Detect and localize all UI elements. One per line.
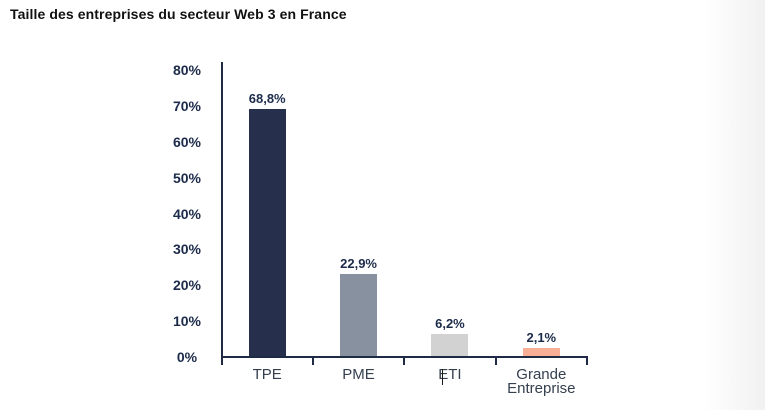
bar-value-label-tpe: 68,8% (248, 91, 286, 107)
y-tick-label-70: 70% (172, 97, 202, 114)
x-axis-label-tpe[interactable]: TPE (252, 366, 282, 383)
y-tick-label-60: 60% (172, 133, 202, 150)
bar-tpe[interactable] (248, 109, 286, 356)
bar-value-label-eti: 6,2% (435, 315, 465, 331)
y-tick-label-10: 10% (172, 313, 202, 330)
y-tick-label-20: 20% (172, 277, 202, 294)
bar-value-label-pme: 22,9% (340, 255, 377, 271)
text-cursor (441, 369, 443, 385)
chart-title: Taille des entreprises du secteur Web 3 … (10, 6, 347, 22)
bar-eti[interactable] (431, 333, 469, 356)
y-tick-label-0: 0% (176, 349, 198, 365)
y-tick-label-50: 50% (172, 169, 202, 186)
x-axis-line (220, 356, 588, 358)
bar-pme[interactable] (340, 273, 378, 356)
y-tick-label-80: 80% (172, 62, 202, 78)
x-axis-tick (586, 358, 588, 365)
x-axis-tick (311, 358, 314, 365)
x-axis-tick (403, 358, 406, 365)
y-tick-label-30: 30% (172, 241, 202, 258)
bar-grande-entreprise[interactable] (522, 348, 560, 356)
x-axis-tick (494, 358, 497, 365)
x-axis-label-eti[interactable]: ETI (438, 366, 462, 383)
x-axis-label-pme[interactable]: PME (342, 366, 375, 383)
x-axis-label-grande-entreprise[interactable]: Grande Entreprise (507, 366, 576, 397)
y-axis-line (220, 62, 223, 365)
bar-value-label-grande-entreprise: 2,1% (526, 330, 557, 346)
y-tick-label-40: 40% (172, 205, 202, 222)
